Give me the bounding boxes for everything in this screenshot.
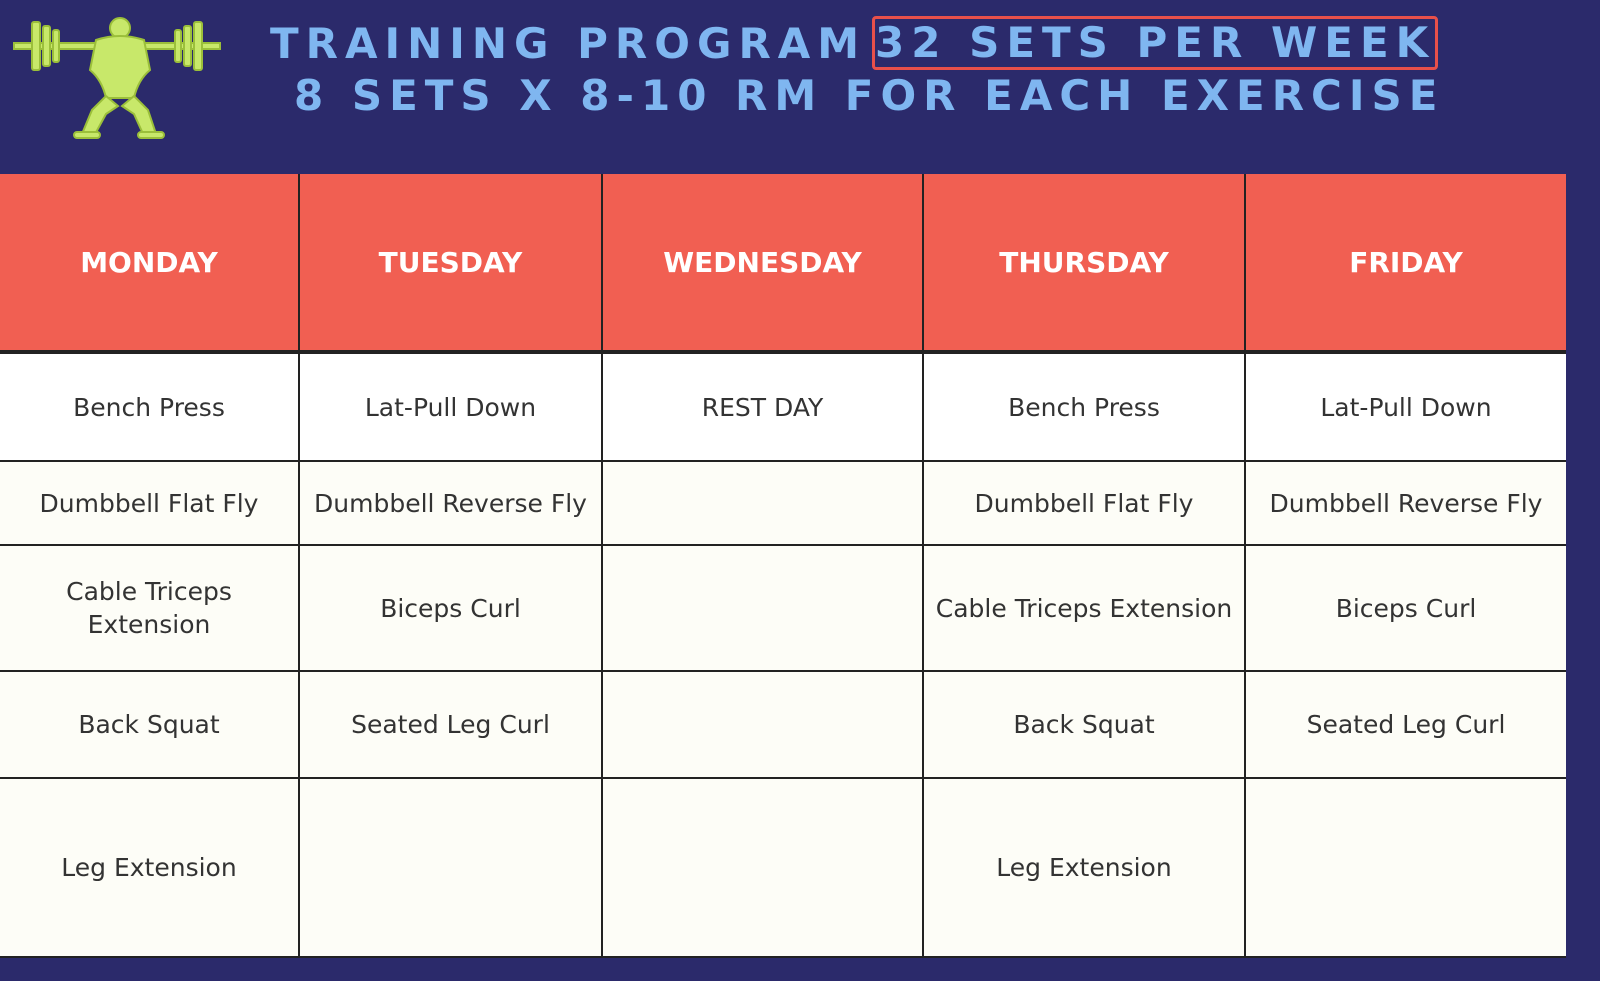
exercise-cell: Dumbbell Reverse Fly bbox=[300, 462, 601, 544]
empty-cell bbox=[603, 779, 922, 956]
day-header: WEDNESDAY bbox=[603, 174, 922, 350]
title: TRAINING PROGRAM bbox=[270, 19, 867, 68]
exercise-cell: Back Squat bbox=[0, 672, 298, 777]
exercise-cell: Lat-Pull Down bbox=[300, 354, 601, 460]
exercise-cell: Biceps Curl bbox=[300, 546, 601, 670]
exercise-cell: Back Squat bbox=[924, 672, 1244, 777]
exercise-cell: Dumbbell Flat Fly bbox=[0, 462, 298, 544]
lifter-icon bbox=[13, 17, 221, 139]
empty-cell bbox=[603, 462, 922, 544]
exercise-cell: Dumbbell Flat Fly bbox=[924, 462, 1244, 544]
exercise-cell: Seated Leg Curl bbox=[300, 672, 601, 777]
banner: TRAINING PROGRAM 32 SETS PER WEEK 8 SETS… bbox=[0, 0, 1600, 174]
day-header: THURSDAY bbox=[924, 174, 1244, 350]
day-header: TUESDAY bbox=[300, 174, 601, 350]
subtitle: 8 SETS X 8-10 RM FOR EACH EXERCISE bbox=[294, 71, 1445, 120]
exercise-cell: Bench Press bbox=[0, 354, 298, 460]
exercise-cell: Bench Press bbox=[924, 354, 1244, 460]
day-header: MONDAY bbox=[0, 174, 298, 350]
schedule-table: MONDAY Bench Press Dumbbell Flat Fly Cable … bbox=[0, 174, 1566, 958]
exercise-cell: Lat-Pull Down bbox=[1246, 354, 1566, 460]
exercise-cell: Cable Triceps Extension bbox=[0, 546, 298, 670]
highlight: 32 SETS PER WEEK bbox=[872, 16, 1438, 70]
exercise-cell: REST DAY bbox=[603, 354, 922, 460]
exercise-cell: Seated Leg Curl bbox=[1246, 672, 1566, 777]
exercise-cell: Biceps Curl bbox=[1246, 546, 1566, 670]
empty-cell bbox=[1246, 779, 1566, 956]
empty-cell bbox=[603, 672, 922, 777]
exercise-cell: Cable Triceps Extension bbox=[924, 546, 1244, 670]
exercise-cell: Dumbbell Reverse Fly bbox=[1246, 462, 1566, 544]
exercise-cell: Leg Extension bbox=[924, 779, 1244, 956]
day-header: FRIDAY bbox=[1246, 174, 1566, 350]
empty-cell bbox=[300, 779, 601, 956]
exercise-cell: Leg Extension bbox=[0, 779, 298, 956]
empty-cell bbox=[603, 546, 922, 670]
